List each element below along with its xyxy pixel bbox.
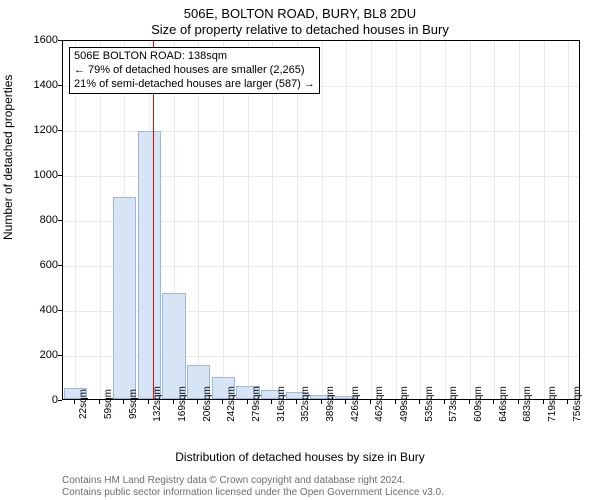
footer-line-2: Contains public sector information licen… — [62, 487, 444, 498]
x-tick-label: 279sqm — [251, 386, 262, 422]
y-tick-mark — [58, 85, 62, 86]
x-tick-mark — [296, 400, 297, 404]
x-tick-label: 389sqm — [325, 386, 336, 422]
x-tick-label: 609sqm — [473, 386, 484, 422]
y-tick-mark — [58, 40, 62, 41]
x-tick-label: 426sqm — [350, 386, 361, 422]
y-tick-label: 600 — [26, 259, 58, 271]
y-tick-mark — [58, 355, 62, 356]
y-axis-label: Number of detached properties — [1, 75, 15, 240]
grid-vertical — [198, 41, 199, 399]
x-tick-mark — [469, 400, 470, 404]
x-tick-label: 462sqm — [374, 386, 385, 422]
x-tick-mark — [271, 400, 272, 404]
plot-area: 506E BOLTON ROAD: 138sqm ← 79% of detach… — [62, 40, 580, 400]
y-tick-label: 1000 — [26, 169, 58, 181]
grid-vertical — [322, 41, 323, 399]
x-tick-label: 242sqm — [226, 386, 237, 422]
grid-vertical — [519, 41, 520, 399]
chart-title-address: 506E, BOLTON ROAD, BURY, BL8 2DU — [0, 6, 600, 21]
grid-vertical — [396, 41, 397, 399]
x-tick-label: 352sqm — [300, 386, 311, 422]
x-tick-label: 535sqm — [424, 386, 435, 422]
y-tick-label: 1400 — [26, 79, 58, 91]
x-tick-mark — [444, 400, 445, 404]
x-tick-mark — [123, 400, 124, 404]
y-tick-label: 400 — [26, 304, 58, 316]
y-tick-mark — [58, 265, 62, 266]
reference-line — [153, 41, 154, 399]
histogram-bar — [138, 131, 161, 399]
annotation-line-1: 506E BOLTON ROAD: 138sqm — [74, 50, 315, 64]
y-tick-label: 800 — [26, 214, 58, 226]
grid-vertical — [544, 41, 545, 399]
x-tick-mark — [74, 400, 75, 404]
x-tick-label: 756sqm — [572, 386, 583, 422]
x-tick-label: 95sqm — [128, 389, 139, 419]
grid-vertical — [346, 41, 347, 399]
chart-title-subtitle: Size of property relative to detached ho… — [0, 22, 600, 37]
x-tick-label: 573sqm — [448, 386, 459, 422]
chart-container: 506E, BOLTON ROAD, BURY, BL8 2DU Size of… — [0, 0, 600, 500]
x-tick-label: 499sqm — [399, 386, 410, 422]
y-tick-mark — [58, 175, 62, 176]
y-tick-label: 1200 — [26, 124, 58, 136]
y-tick-mark — [58, 220, 62, 221]
y-tick-label: 0 — [26, 394, 58, 406]
grid-vertical — [100, 41, 101, 399]
x-tick-mark — [395, 400, 396, 404]
x-tick-label: 59sqm — [103, 389, 114, 419]
histogram-bar — [113, 197, 136, 400]
x-axis-label: Distribution of detached houses by size … — [0, 450, 600, 464]
grid-vertical — [297, 41, 298, 399]
annotation-line-3: 21% of semi-detached houses are larger (… — [74, 78, 315, 92]
x-tick-label: 206sqm — [202, 386, 213, 422]
x-tick-mark — [518, 400, 519, 404]
grid-vertical — [494, 41, 495, 399]
x-tick-mark — [543, 400, 544, 404]
x-tick-mark — [197, 400, 198, 404]
y-tick-label: 1600 — [26, 34, 58, 46]
x-tick-label: 169sqm — [177, 386, 188, 422]
y-tick-mark — [58, 130, 62, 131]
x-tick-mark — [419, 400, 420, 404]
x-tick-mark — [173, 400, 174, 404]
x-tick-mark — [345, 400, 346, 404]
grid-vertical — [470, 41, 471, 399]
grid-vertical — [445, 41, 446, 399]
x-tick-mark — [222, 400, 223, 404]
y-tick-label: 200 — [26, 349, 58, 361]
x-tick-label: 316sqm — [276, 386, 287, 422]
grid-vertical — [568, 41, 569, 399]
annotation-box: 506E BOLTON ROAD: 138sqm ← 79% of detach… — [69, 47, 320, 94]
grid-vertical — [223, 41, 224, 399]
annotation-line-2: ← 79% of detached houses are smaller (2,… — [74, 64, 315, 78]
grid-vertical — [371, 41, 372, 399]
footer-line-1: Contains HM Land Registry data © Crown c… — [62, 475, 405, 486]
y-tick-mark — [58, 400, 62, 401]
grid-vertical — [75, 41, 76, 399]
x-tick-label: 22sqm — [78, 389, 89, 419]
x-tick-mark — [321, 400, 322, 404]
grid-vertical — [272, 41, 273, 399]
y-tick-mark — [58, 310, 62, 311]
x-tick-mark — [148, 400, 149, 404]
grid-vertical — [248, 41, 249, 399]
x-tick-mark — [99, 400, 100, 404]
x-tick-label: 132sqm — [152, 386, 163, 422]
histogram-bar — [162, 293, 185, 399]
x-tick-label: 719sqm — [547, 386, 558, 422]
grid-vertical — [420, 41, 421, 399]
x-tick-label: 683sqm — [522, 386, 533, 422]
x-tick-mark — [247, 400, 248, 404]
x-tick-mark — [493, 400, 494, 404]
x-tick-label: 646sqm — [498, 386, 509, 422]
x-tick-mark — [567, 400, 568, 404]
x-tick-mark — [370, 400, 371, 404]
